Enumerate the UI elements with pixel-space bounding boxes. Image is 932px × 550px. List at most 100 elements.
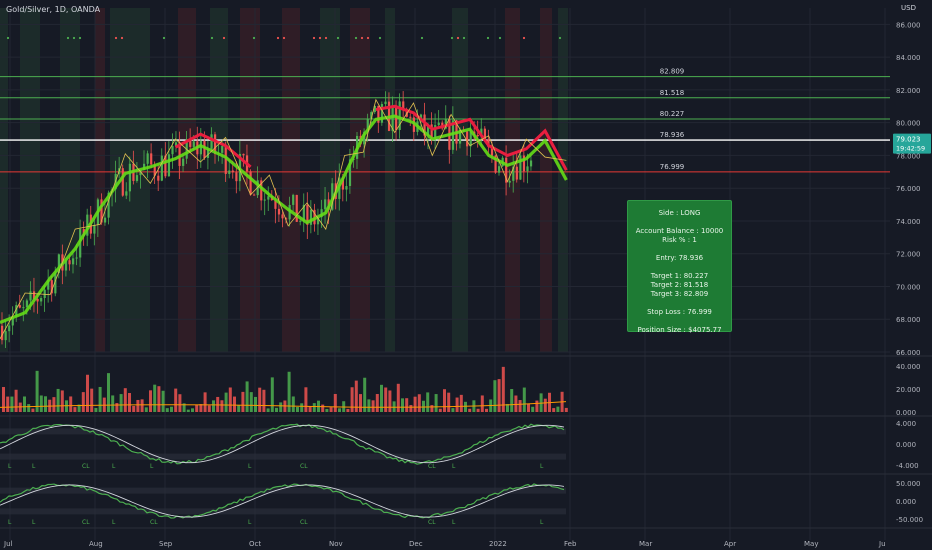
signal-dot [312, 36, 316, 40]
price-tick-label: 66.000 [896, 349, 921, 357]
symbol-title[interactable]: Gold/Silver, 1D, OANDA [6, 5, 101, 14]
trend-ribbon-bear-segment [375, 104, 568, 171]
signal-dot [6, 36, 10, 40]
candle-body [164, 155, 167, 177]
candle-body [57, 254, 60, 273]
candle-body [434, 125, 437, 139]
volume-bar [144, 407, 148, 412]
volume-bar [300, 403, 304, 412]
osc2-tick-label: 0.000 [896, 498, 916, 506]
candle-body [100, 199, 103, 223]
volume-bar [426, 392, 430, 412]
volume-bar [430, 405, 434, 412]
volume-bar [527, 403, 530, 412]
candle-body [128, 163, 131, 192]
osc-marker: L [150, 463, 154, 470]
volume-bar [380, 384, 383, 412]
candle-body [228, 170, 231, 174]
candle-body [150, 153, 153, 165]
candle-body [189, 139, 192, 147]
candle-body [377, 105, 380, 123]
signal-dot [318, 36, 322, 40]
volume-bar [191, 408, 194, 412]
candle-body [263, 199, 266, 201]
oscillator-2-panel: L L CL L CL L CL CL L L [0, 483, 566, 526]
volume-bar [119, 394, 123, 412]
price-tick-label: 86.000 [896, 21, 921, 29]
volume-bar [359, 394, 362, 412]
candle-body [274, 200, 277, 209]
volume-bar [434, 394, 438, 412]
volume-bar [296, 406, 299, 412]
volume-bar [77, 404, 81, 412]
volume-bar [186, 409, 190, 412]
osc-marker: L [248, 519, 252, 526]
signal-dot [360, 36, 364, 40]
price-tick-label: 74.000 [896, 218, 921, 226]
candle-body [363, 131, 366, 145]
candle-body [203, 140, 206, 158]
volume-bar [354, 380, 358, 412]
volume-bar [522, 387, 526, 412]
volume-bar [44, 396, 47, 412]
volume-bar [90, 388, 94, 412]
signal-dot [366, 36, 370, 40]
volume-bar [304, 387, 308, 412]
candle-body [515, 166, 518, 180]
signal-dot [462, 36, 466, 40]
candle-body [11, 316, 14, 326]
volume-bar [224, 392, 228, 412]
volume-bar [464, 401, 467, 412]
volume-bar [497, 379, 501, 412]
candle-body [309, 209, 313, 225]
candle-body [4, 331, 7, 341]
volume-tick-label: 0.000 [896, 409, 916, 417]
candle-body [430, 124, 433, 139]
risk-label: Risk % : 1 [662, 236, 697, 244]
candle-body [267, 196, 270, 200]
candle-body [64, 260, 68, 271]
volume-bar [291, 396, 295, 412]
volume-bar [258, 387, 262, 412]
time-tick-label: Apr [724, 540, 736, 548]
signal-dot [420, 36, 424, 40]
volume-bar [422, 400, 425, 412]
candle-body [402, 101, 405, 110]
signal-dot [120, 36, 124, 40]
volume-bar [350, 387, 354, 412]
volume-bar [212, 400, 215, 412]
oscillator-1-panel: L L CL L L L CL CL L L [0, 423, 566, 470]
time-tick-label: Ju [878, 540, 886, 548]
time-tick-label: Nov [329, 540, 343, 548]
volume-bar [543, 398, 547, 412]
candle-body [490, 147, 494, 156]
volume-bar [149, 390, 152, 412]
signal-band [20, 8, 40, 352]
volume-bar [128, 393, 131, 412]
volume-tick-label: 40.000 [896, 363, 921, 371]
candle-body [72, 258, 75, 265]
volume-bar [94, 408, 98, 412]
volume-bar [245, 381, 249, 412]
volume-bar [203, 392, 207, 412]
signal-band [540, 8, 552, 352]
volume-bar [69, 396, 73, 412]
candle-body [199, 140, 202, 155]
last-price-tag [893, 133, 931, 154]
candle-body [437, 122, 440, 126]
trend-ribbon [0, 36, 568, 340]
signal-dot [276, 36, 280, 40]
candle-body [505, 157, 508, 183]
candle-body [43, 289, 46, 299]
candle-body [253, 194, 256, 196]
time-tick-label: Dec [409, 540, 423, 548]
volume-bar [510, 389, 514, 412]
signal-dot [558, 36, 562, 40]
price-tick-label: 72.000 [896, 251, 921, 259]
candle-body [409, 116, 412, 118]
signal-band [95, 8, 105, 352]
signal-dot [354, 36, 358, 40]
candle-body [214, 134, 217, 154]
candle-body [370, 112, 373, 119]
candle-body [18, 305, 21, 308]
